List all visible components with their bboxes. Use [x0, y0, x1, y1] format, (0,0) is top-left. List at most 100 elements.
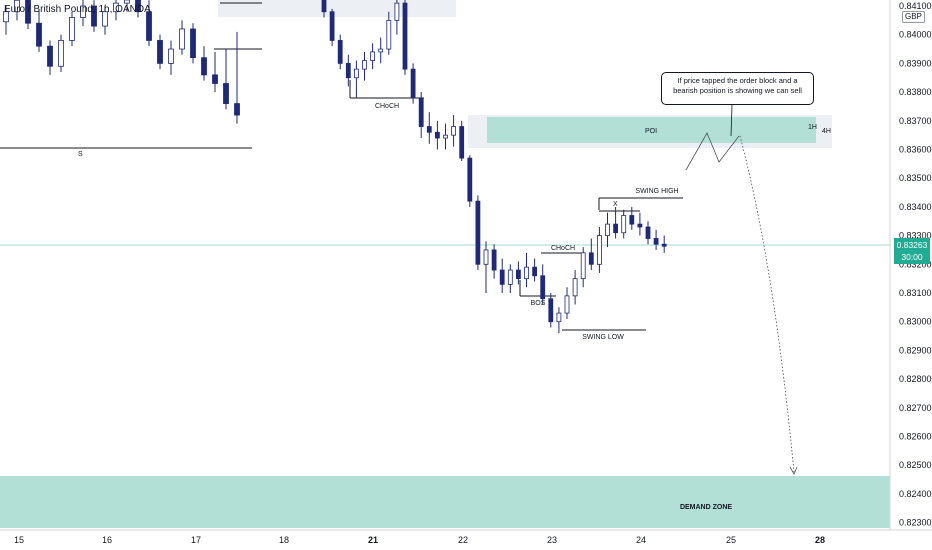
candles-group [3, 0, 667, 334]
price-tick-label: 0.83300 [899, 231, 932, 241]
candle-bearish [345, 63, 351, 79]
candle-bearish [135, 0, 141, 13]
candle-bullish [443, 134, 448, 139]
time-axis-bg [0, 530, 932, 550]
candle-bearish [146, 11, 152, 41]
candle-bearish [201, 57, 207, 76]
candle-bearish [410, 68, 416, 99]
candle-bullish [3, 11, 9, 23]
currency-badge[interactable]: GBP [902, 11, 925, 23]
price-tick-label: 0.84000 [899, 30, 932, 40]
price-tick-label: 0.82800 [899, 374, 932, 384]
time-tick-label: 24 [636, 535, 646, 545]
swing-low-label: SWING LOW [582, 334, 624, 341]
poi-tag-1h: 1H [808, 124, 817, 131]
price-tick-label: 0.82300 [899, 518, 932, 528]
candle-bearish [499, 269, 505, 285]
candle-bullish [483, 249, 489, 265]
time-tick-label: 28 [815, 535, 825, 545]
candle-bearish [475, 200, 481, 265]
time-tick-label: 21 [368, 535, 378, 545]
candle-bearish [426, 126, 432, 133]
candle-bearish [645, 226, 651, 239]
candle-bearish [337, 40, 343, 64]
projection-arrowhead [789, 466, 798, 475]
candle-bearish [491, 249, 497, 271]
price-tick-label: 0.82500 [899, 460, 932, 470]
candle-bullish [507, 269, 513, 285]
candle-bearish [36, 22, 42, 47]
price-tick-label: 0.83200 [899, 259, 932, 269]
candle-bullish [597, 235, 602, 265]
candle-bearish [459, 126, 465, 159]
current-price-tag: 0.83263 30:00 [894, 238, 930, 264]
candle-bullish [80, 5, 86, 18]
price-tick-label: 0.82700 [899, 403, 932, 413]
candle-bullish [370, 51, 376, 61]
current-price-value: 0.83263 [896, 240, 928, 250]
price-tick-label: 0.82600 [899, 432, 932, 442]
choch-label-lower: CHoCH [551, 245, 575, 252]
candle-bearish [613, 223, 618, 234]
candle-bearish [234, 103, 240, 116]
x-label: X [613, 201, 618, 208]
candle-bearish [91, 5, 97, 27]
candle-bearish [516, 269, 521, 280]
candle-bullish [451, 126, 457, 136]
price-tick-label: 0.82400 [899, 489, 932, 499]
price-tick-label: 0.83600 [899, 145, 932, 155]
candle-bullish [605, 223, 610, 236]
time-tick-label: 25 [726, 535, 736, 545]
candle-bearish [25, 0, 31, 24]
candle-bearish [467, 157, 473, 202]
candle-bearish [212, 74, 218, 84]
candle-bullish [556, 312, 562, 323]
time-tick-label: 18 [279, 535, 289, 545]
candle-bullish [564, 295, 570, 314]
candle-bearish [47, 45, 53, 67]
candle-bearish [653, 238, 659, 245]
candle-bearish [321, 0, 327, 13]
price-axis-bg [890, 0, 932, 530]
candle-bullish [102, 11, 108, 27]
time-tick-label: 15 [14, 535, 24, 545]
note-pointer [730, 104, 733, 137]
candle-bullish [386, 19, 392, 50]
price-tick-label: 0.83100 [899, 288, 932, 298]
time-tick-label: 23 [547, 535, 557, 545]
price-tick-label: 0.83800 [899, 87, 932, 97]
candle-bullish [394, 2, 400, 21]
candle-bearish [540, 275, 546, 300]
time-tick-label: 17 [191, 535, 201, 545]
price-tick-label: 0.83400 [899, 202, 932, 212]
candle-bearish [588, 252, 594, 265]
poi-label: POI [645, 128, 657, 135]
candle-bullish [621, 215, 627, 234]
choch-label-upper: CHoCH [375, 103, 399, 110]
bos-label: BOS [531, 300, 546, 307]
price-tick-label: 0.84100 [899, 1, 932, 11]
candle-bullish [58, 40, 64, 67]
projected-path [685, 132, 740, 171]
swing-high-label: SWING HIGH [635, 188, 678, 195]
price-tick-label: 0.83700 [899, 116, 932, 126]
candle-bearish [661, 243, 667, 247]
candle-bearish [157, 40, 163, 64]
time-tick-label: 16 [102, 535, 112, 545]
candle-bullish [378, 48, 384, 53]
candle-bullish [580, 252, 586, 280]
price-tick-label: 0.83000 [899, 317, 932, 327]
candle-bullish [168, 48, 174, 64]
price-tick-label: 0.82900 [899, 345, 932, 355]
projection-arrow [739, 135, 795, 473]
poi-tag-4h: 4H [822, 128, 831, 135]
candle-bullish [572, 278, 578, 297]
chart-header: Euro / British Pound, 1h, OANDA [4, 4, 151, 15]
candle-bearish [532, 266, 537, 277]
candle-bearish [329, 11, 335, 41]
candle-bullish [353, 68, 359, 79]
candle-bullish [14, 0, 20, 13]
poi-zone [487, 117, 816, 143]
candle-bearish [629, 215, 635, 225]
candle-bearish [223, 83, 229, 104]
